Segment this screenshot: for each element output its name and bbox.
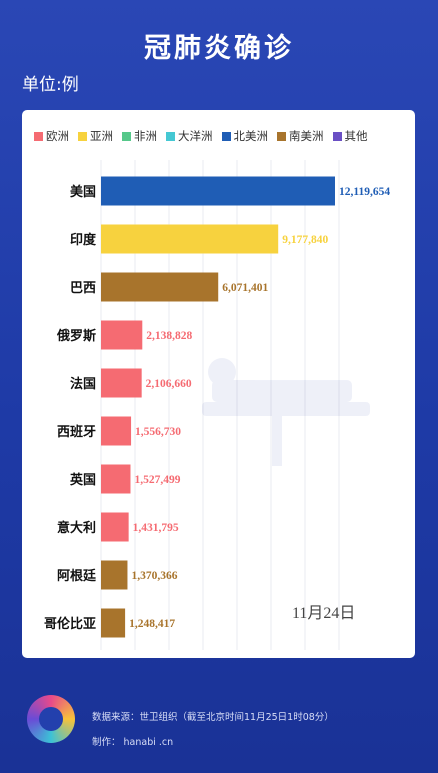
bar [101,368,142,398]
legend-item: 亚洲 [78,128,113,144]
legend-swatch [78,131,87,141]
category-label: 阿根廷 [57,568,97,584]
bar [101,560,128,590]
value-label: 6,071,401 [222,282,268,294]
maker-credit-text: 制作： hanabi .cn [92,737,174,748]
legend-item: 北美洲 [221,128,269,144]
legend-label: 欧洲 [46,129,69,143]
category-label: 俄罗斯 [56,328,96,344]
bar [101,320,143,350]
legend-swatch [277,131,286,141]
legend: 欧洲 亚洲 非洲 大洋洲 北美洲 南美洲 其他 [34,128,414,144]
category-label: 哥伦比亚 [44,616,96,632]
logo-icon [27,695,75,743]
bar [101,512,129,542]
value-label: 1,248,417 [129,618,175,630]
value-label: 1,556,730 [135,426,181,438]
legend-item: 非洲 [122,128,157,144]
value-label: 12,119,654 [339,186,390,198]
bar [101,416,132,446]
legend-item: 大洋洲 [166,128,213,144]
chart-card: 欧洲 亚洲 非洲 大洋洲 北美洲 南美洲 其他 美国 12,119,654 印度 9,177,84… [22,110,415,658]
bar [101,464,131,494]
legend-item: 南美洲 [277,128,324,144]
legend-label: 其他 [344,129,368,143]
category-label: 印度 [70,232,97,248]
legend-label: 大洋洲 [178,129,213,143]
bar [101,608,126,638]
watermark-icon [202,358,370,466]
value-label: 9,177,840 [282,234,328,246]
data-source-text: 数据来源：世卫组织（截至北京时间11月25日1时08分） [92,712,334,723]
legend-item: 其他 [332,128,368,144]
value-label: 2,138,828 [146,330,192,342]
legend-swatch [122,131,131,141]
legend-item: 欧洲 [34,128,69,144]
legend-swatch [34,131,43,141]
legend-label: 非洲 [134,129,157,143]
unit-label: 单位:例 [22,75,79,95]
category-label: 巴西 [70,281,96,296]
legend-swatch [221,131,231,141]
page-title: 冠肺炎确诊 [144,33,294,64]
legend-label: 北美洲 [233,129,269,143]
category-label: 英国 [69,472,96,488]
category-label: 美国 [70,184,96,200]
category-label: 法国 [70,376,96,392]
bar [101,272,219,302]
bar [101,176,335,206]
legend-swatch [166,131,175,141]
legend-label: 南美洲 [289,129,324,143]
value-label: 2,106,660 [146,378,192,390]
legend-swatch [332,131,342,141]
value-label: 1,370,366 [131,570,177,582]
bar-chart: 美国 12,119,654 印度 9,177,840 巴西 6,071,401 俄罗斯 2,1… [44,160,390,650]
category-label: 意大利 [57,520,96,536]
legend-label: 亚洲 [90,129,113,143]
value-label: 1,431,795 [133,522,179,534]
date-label: 11月24日 [292,605,355,622]
bar [101,224,279,254]
value-label: 1,527,499 [134,474,180,486]
category-label: 西班牙 [57,424,96,440]
